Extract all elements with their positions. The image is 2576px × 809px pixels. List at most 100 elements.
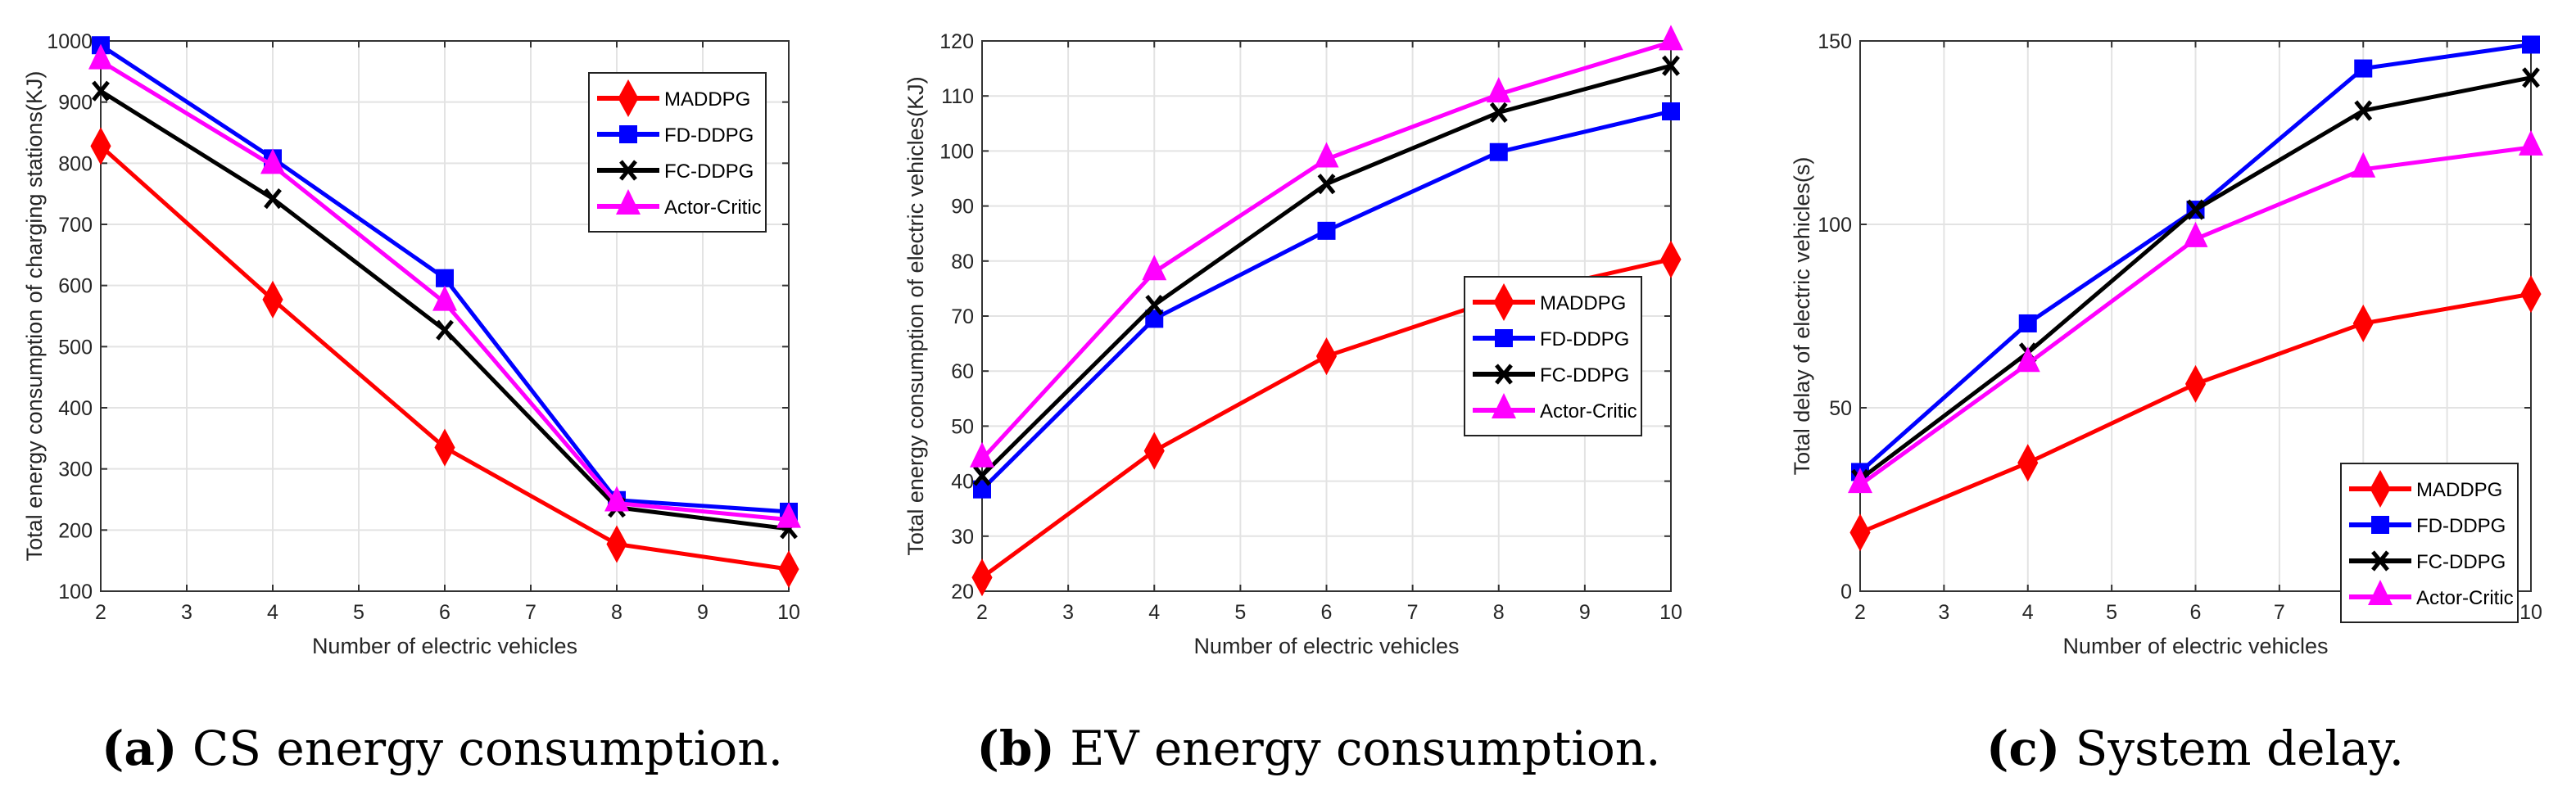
caption-letter: (c)	[1985, 721, 2061, 776]
y-tick-label: 700	[58, 214, 93, 237]
x-marker	[436, 319, 454, 341]
y-tick-label: 60	[951, 360, 974, 383]
caption-letter: (a)	[101, 721, 178, 776]
x-tick-label: 2	[976, 601, 988, 624]
legend-item: FC-DDPG	[597, 160, 754, 183]
legend-item: Actor-Critic	[597, 189, 762, 219]
y-tick-label: 800	[58, 152, 93, 175]
x-marker	[2354, 100, 2373, 121]
x-marker	[1145, 294, 1164, 316]
y-tick-label: 80	[951, 251, 974, 273]
x-tick-label: 9	[697, 601, 709, 624]
x-tick-label: 2	[1854, 601, 1866, 624]
y-tick-label: 600	[58, 275, 93, 298]
y-tick-label: 100	[1818, 214, 1852, 237]
chart-b: 2 3 4 5 6 7 8 9 10 20 30 40 50 60 70 80 90 100 110 120 Numbe…	[903, 25, 1683, 658]
caption-letter: (b)	[976, 721, 1055, 776]
chart-c: 2345678910050100150Number of electric ve…	[1790, 30, 2543, 658]
diamond-marker	[2352, 304, 2374, 343]
x-marker	[1662, 55, 1680, 76]
axes-frame	[1859, 40, 2532, 592]
x-tick-label: 6	[1321, 601, 1333, 624]
y-tick-label: 300	[58, 459, 93, 481]
triangle-marker	[432, 285, 457, 311]
legend-label: FD-DDPG	[664, 124, 754, 147]
triangle-marker	[1314, 142, 1339, 168]
x-tick-label: 10	[1659, 601, 1682, 624]
square-marker	[619, 125, 637, 143]
diamond-marker	[2520, 275, 2542, 314]
x-tick-label: 5	[353, 601, 364, 624]
triangle-marker	[2519, 129, 2543, 156]
x-marker	[264, 188, 282, 210]
y-tick-label: 50	[1829, 397, 1852, 420]
x-tick-label: 8	[1493, 601, 1505, 624]
diamond-marker	[1493, 282, 1514, 322]
series-actor-critic	[970, 25, 1683, 468]
x-marker	[92, 80, 110, 102]
triangle-marker	[776, 502, 801, 528]
y-tick-label: 30	[951, 526, 974, 549]
y-tick-label: 900	[58, 92, 93, 115]
legend-item: FD-DDPG	[1473, 328, 1629, 350]
x-tick-label: 3	[1938, 601, 1949, 624]
legend-item: Actor-Critic	[2349, 580, 2514, 609]
square-marker	[2522, 35, 2540, 54]
y-axis-label: Total energy consumption of charging sta…	[22, 71, 47, 562]
x-tick-label: 6	[439, 601, 450, 624]
legend-item: FD-DDPG	[597, 124, 754, 147]
legend-label: Actor-Critic	[664, 197, 762, 219]
diamond-marker	[1143, 432, 1165, 470]
diamond-marker	[778, 550, 799, 589]
x-marker	[2371, 550, 2389, 572]
y-tick-label: 20	[951, 581, 974, 603]
legend-item: MADDPG	[597, 79, 750, 118]
triangle-marker	[2351, 151, 2376, 178]
legend-item: MADDPG	[2349, 469, 2502, 508]
diamond-marker	[606, 525, 627, 563]
y-tick-label: 100	[58, 581, 93, 603]
x-tick-label: 10	[2519, 601, 2542, 624]
x-tick-label: 4	[1148, 601, 1160, 624]
x-tick-label: 3	[1062, 601, 1074, 624]
x-tick-label: 4	[267, 601, 278, 624]
y-tick-label: 150	[1818, 30, 1852, 53]
x-tick-label: 5	[2106, 601, 2117, 624]
diamond-marker	[2017, 444, 2039, 482]
x-tick-label: 7	[1407, 601, 1419, 624]
x-tick-label: 4	[2022, 601, 2034, 624]
triangle-marker	[2368, 580, 2393, 605]
legend-item: FC-DDPG	[1473, 364, 1629, 386]
x-marker	[973, 465, 991, 486]
series-fd-ddpg	[973, 102, 1680, 499]
triangle-marker	[2015, 346, 2040, 373]
series-actor-critic	[1848, 129, 2543, 494]
y-tick-label: 120	[939, 30, 974, 53]
diamond-marker	[434, 428, 455, 467]
legend-item: FD-DDPG	[2349, 515, 2506, 537]
diamond-marker	[1849, 513, 1871, 552]
triangle-marker	[1486, 77, 1511, 103]
series-fc-ddpg	[973, 55, 1680, 486]
x-tick-label: 9	[1579, 601, 1591, 624]
legend-item: MADDPG	[1473, 282, 1626, 322]
square-marker	[2354, 59, 2373, 78]
y-tick-label: 0	[1840, 581, 1852, 603]
x-axis-label: Number of electric vehicles	[312, 634, 577, 658]
x-marker	[1489, 102, 1508, 123]
caption-text: EV energy consumption.	[1054, 721, 1661, 776]
triangle-marker	[1848, 468, 1872, 494]
square-marker	[1489, 142, 1508, 161]
square-marker	[1662, 102, 1680, 121]
diamond-marker	[1660, 240, 1682, 278]
legend-label: FD-DDPG	[1540, 328, 1629, 350]
chart-a: 2 3 4 5 6 7 8 9 10 100 200 300 400 500 600 700 800 900 100…	[22, 30, 801, 658]
triangle-marker	[1659, 25, 1683, 51]
axes-frame	[100, 40, 790, 592]
caption-text: System delay.	[2060, 721, 2405, 776]
x-axis-label: Number of electric vehicles	[1193, 634, 1459, 658]
series-maddpg	[90, 127, 799, 589]
caption-text: CS energy consumption.	[177, 721, 784, 776]
triangle-marker	[970, 441, 994, 468]
y-tick-label: 500	[58, 336, 93, 359]
